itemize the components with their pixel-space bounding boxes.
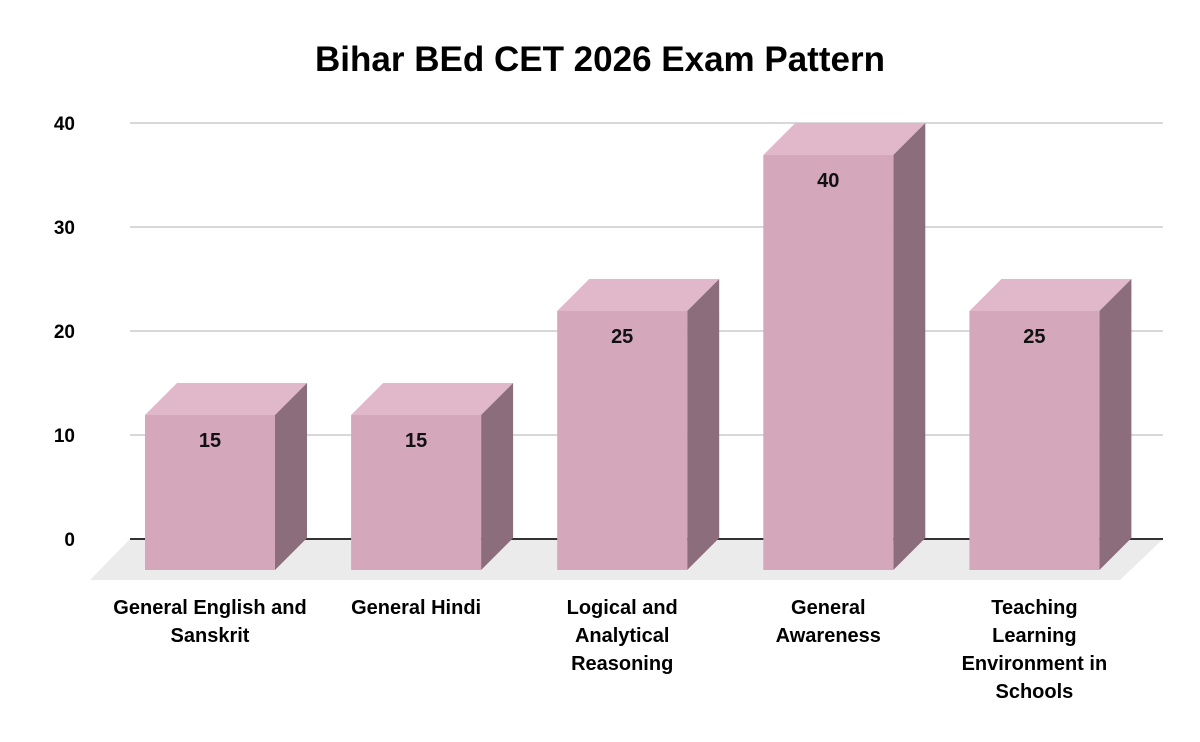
bar-side	[687, 279, 720, 570]
bar	[557, 311, 688, 570]
chart-title: Bihar BEd CET 2026 Exam Pattern	[315, 40, 885, 79]
bar	[969, 311, 1100, 570]
x-tick-label: General Awareness	[775, 597, 881, 647]
y-tick-label: 10	[54, 426, 75, 447]
data-label: 15	[199, 430, 221, 452]
x-tick-label: Teaching Learning Environment in Schools	[961, 597, 1108, 703]
x-tick-label: General English and Sanskrit	[113, 597, 307, 647]
y-tick-label: 0	[64, 530, 75, 551]
y-tick-label: 20	[54, 322, 75, 343]
bar-top	[763, 123, 926, 155]
bar-top	[969, 279, 1132, 311]
data-label: 25	[611, 326, 633, 348]
y-tick-label: 40	[54, 114, 75, 135]
bar-top	[557, 279, 720, 311]
data-label: 40	[817, 170, 839, 192]
bar	[145, 415, 275, 570]
bar-side	[275, 383, 307, 570]
bar	[351, 415, 482, 570]
bar-top	[145, 383, 307, 415]
bar	[763, 155, 894, 570]
bar-top	[351, 383, 514, 415]
data-label: 25	[1023, 326, 1045, 348]
x-tick-label: Logical and Analytical Reasoning	[566, 597, 678, 675]
x-tick-label: General Hindi	[351, 597, 482, 619]
bar-side	[893, 123, 926, 570]
bar-side	[481, 383, 514, 570]
bar-side	[1099, 279, 1132, 570]
data-label: 15	[405, 430, 427, 452]
y-tick-label: 30	[54, 218, 75, 239]
